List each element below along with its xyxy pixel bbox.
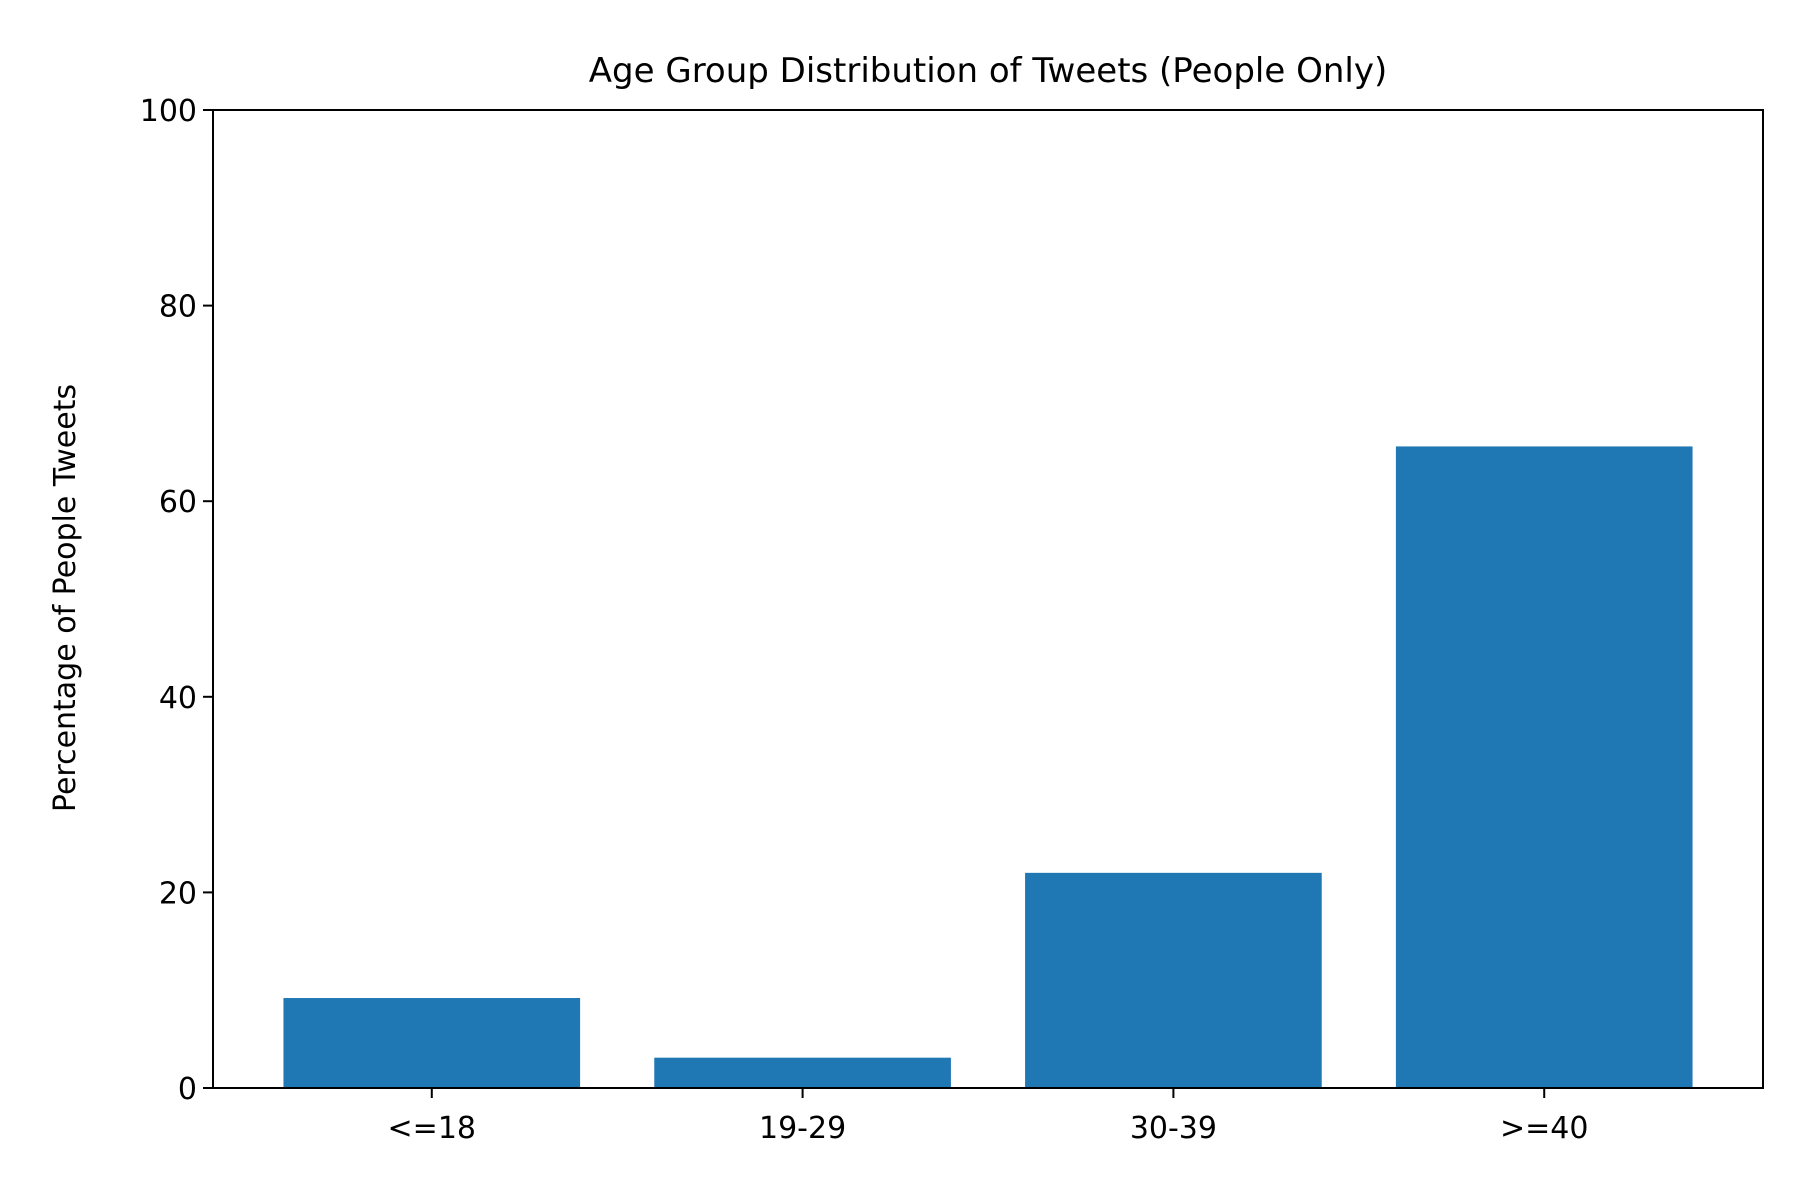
bar-0 — [283, 998, 581, 1088]
y-tick-label: 40 — [159, 681, 197, 716]
bar-3 — [1395, 446, 1693, 1088]
x-tick-label: <=18 — [388, 1111, 476, 1146]
plot-area-frame — [212, 109, 1764, 1089]
y-ticks-group: 0 20 40 60 80 100 — [140, 94, 213, 1107]
bars-group — [283, 446, 1693, 1088]
y-tick-label: 100 — [140, 94, 197, 129]
x-tick-label: >=40 — [1500, 1111, 1588, 1146]
x-tick-label: 19-29 — [759, 1111, 846, 1146]
bar-1 — [654, 1057, 951, 1088]
bar-2 — [1025, 872, 1322, 1088]
x-tick-label: 30-39 — [1130, 1111, 1217, 1146]
y-tick-label: 20 — [159, 876, 197, 911]
x-ticks-group: <=18 19-29 30-39 >=40 — [388, 1088, 1588, 1146]
y-tick-label: 60 — [159, 485, 197, 520]
chart-title: Age Group Distribution of Tweets (People… — [589, 51, 1387, 91]
y-tick-label: 0 — [178, 1072, 197, 1107]
y-axis-label: Percentage of People Tweets — [48, 384, 83, 812]
y-tick-label: 80 — [159, 290, 197, 325]
